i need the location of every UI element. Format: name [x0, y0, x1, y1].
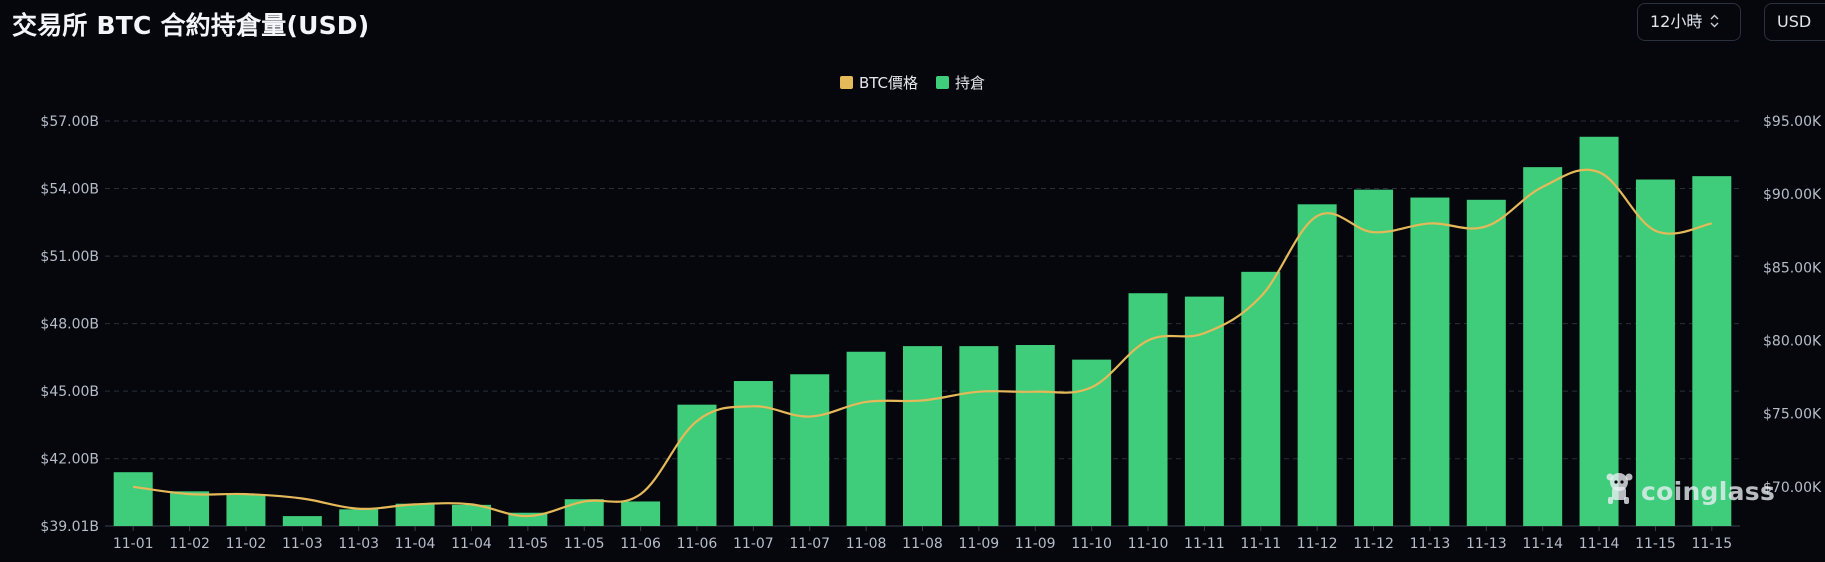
- oi-bar: [903, 346, 942, 526]
- oi-bar: [339, 509, 379, 526]
- oi-bar: [395, 503, 435, 526]
- left-axis-tick-label: $51.00B: [40, 249, 99, 265]
- left-axis-tick-label: $42.00B: [40, 452, 99, 468]
- x-axis-tick-label: 11-08: [902, 536, 943, 552]
- left-axis-tick-label: $57.00B: [40, 114, 99, 130]
- x-axis-tick-label: 11-10: [1071, 536, 1112, 552]
- x-axis-tick-label: 11-05: [508, 536, 549, 552]
- left-axis-tick-label: $48.00B: [40, 317, 99, 333]
- right-axis-tick-label: $90.00K: [1763, 187, 1822, 203]
- oi-bar: [846, 351, 886, 526]
- oi-bar: [1015, 344, 1055, 526]
- oi-bar: [959, 346, 999, 526]
- left-axis-tick-label: $45.00B: [40, 384, 99, 400]
- x-axis-tick-label: 11-02: [226, 536, 267, 552]
- x-axis-tick-label: 11-04: [395, 536, 436, 552]
- oi-bar: [1128, 293, 1168, 526]
- oi-bar: [1072, 359, 1112, 526]
- x-axis-tick-label: 11-08: [846, 536, 887, 552]
- chart-legend: BTC價格 持倉: [0, 72, 1825, 93]
- legend-label-oi: 持倉: [955, 74, 986, 92]
- x-axis-tick-label: 11-13: [1466, 536, 1507, 552]
- x-axis-tick-label: 11-11: [1184, 536, 1225, 552]
- right-axis-tick-label: $75.00K: [1763, 407, 1822, 423]
- x-axis-tick-label: 11-11: [1240, 536, 1281, 552]
- oi-bar: [733, 381, 773, 526]
- oi-bar: [1241, 271, 1281, 526]
- watermark: coinglass: [1603, 470, 1775, 512]
- right-axis-tick-label: $95.00K: [1763, 114, 1822, 130]
- oi-bar: [1297, 204, 1337, 527]
- x-axis-tick-label: 11-15: [1635, 536, 1676, 552]
- x-axis-tick-label: 11-03: [282, 536, 323, 552]
- x-axis-tick-label: 11-15: [1691, 536, 1732, 552]
- oi-bar: [1410, 197, 1450, 526]
- oi-bar: [451, 504, 491, 526]
- oi-bar: [1635, 179, 1675, 526]
- x-axis-tick-label: 11-02: [169, 536, 210, 552]
- currency-select[interactable]: USD: [1764, 3, 1825, 41]
- legend-swatch-oi: [936, 76, 950, 89]
- x-axis-tick-label: 11-12: [1297, 536, 1338, 552]
- oi-bar: [790, 374, 830, 526]
- interval-select-value: 12小時: [1650, 12, 1703, 31]
- left-axis-tick-label: $54.00B: [40, 182, 99, 198]
- x-axis-tick-label: 11-03: [338, 536, 379, 552]
- coinglass-logo-icon: [1603, 470, 1637, 512]
- legend-item-oi[interactable]: 持倉: [936, 72, 985, 93]
- oi-bar: [1692, 176, 1732, 526]
- x-axis-tick-label: 11-01: [113, 536, 154, 552]
- x-axis-tick-label: 11-10: [1128, 536, 1169, 552]
- legend-label-price: BTC價格: [858, 74, 919, 92]
- x-axis-tick-label: 11-09: [1015, 536, 1056, 552]
- oi-bar: [1466, 199, 1506, 527]
- right-axis-tick-label: $70.00K: [1763, 480, 1822, 496]
- x-axis-tick-label: 11-07: [733, 536, 774, 552]
- oi-bar: [282, 516, 322, 526]
- x-axis-tick-label: 11-06: [677, 536, 718, 552]
- x-axis-tick-label: 11-14: [1579, 536, 1620, 552]
- oi-bar: [1184, 296, 1224, 526]
- oi-bar: [564, 499, 604, 526]
- interval-select[interactable]: 12小時: [1637, 3, 1741, 41]
- x-axis-tick-label: 11-13: [1410, 536, 1451, 552]
- left-axis-tick-label: $39.01B: [40, 519, 99, 535]
- x-axis-tick-label: 11-06: [620, 536, 661, 552]
- chart-title: 交易所 BTC 合約持倉量(USD): [12, 11, 370, 40]
- x-axis-tick-label: 11-07: [789, 536, 830, 552]
- x-axis-tick-label: 11-04: [451, 536, 492, 552]
- chevron-up-down-icon: [1710, 14, 1719, 30]
- oi-bar: [1523, 167, 1563, 526]
- oi-bar: [1354, 189, 1394, 526]
- right-axis-tick-label: $80.00K: [1763, 333, 1822, 349]
- x-axis-tick-label: 11-14: [1522, 536, 1563, 552]
- btc-price-line: [133, 168, 1713, 518]
- right-axis-tick-label: $85.00K: [1763, 260, 1822, 276]
- oi-bar: [170, 491, 210, 526]
- x-axis-tick-label: 11-05: [564, 536, 605, 552]
- x-axis-tick-label: 11-12: [1353, 536, 1394, 552]
- oi-bar: [1579, 136, 1619, 526]
- legend-item-price[interactable]: BTC價格: [839, 72, 919, 93]
- x-axis-tick-label: 11-09: [959, 536, 1000, 552]
- watermark-text: coinglass: [1641, 476, 1776, 506]
- oi-bar: [226, 494, 266, 526]
- oi-bar: [677, 404, 717, 526]
- currency-select-value: USD: [1777, 12, 1812, 31]
- oi-bar: [113, 472, 153, 526]
- legend-swatch-price: [839, 76, 853, 89]
- oi-bar: [621, 501, 661, 526]
